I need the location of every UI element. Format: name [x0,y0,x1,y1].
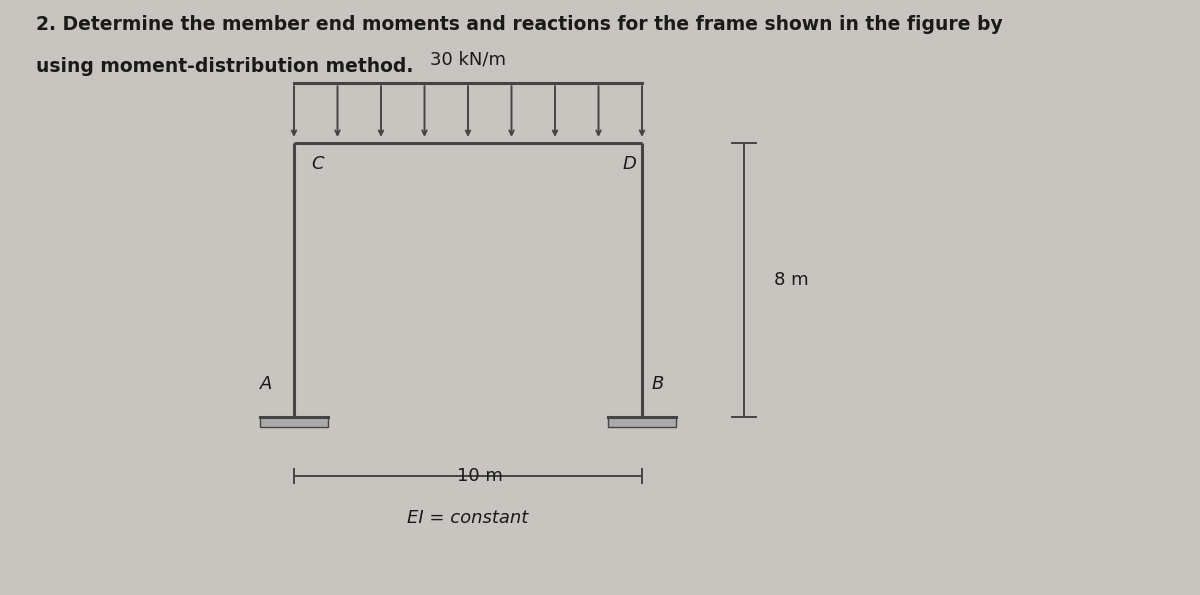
Text: D: D [622,155,636,173]
FancyBboxPatch shape [608,416,676,427]
Text: using moment-distribution method.: using moment-distribution method. [36,57,413,76]
FancyBboxPatch shape [260,416,328,427]
Text: A: A [260,375,272,393]
Text: C: C [311,155,324,173]
Text: 2. Determine the member end moments and reactions for the frame shown in the fig: 2. Determine the member end moments and … [36,15,1003,34]
Text: 10 m: 10 m [457,467,503,485]
Text: 30 kN/m: 30 kN/m [430,51,506,68]
Text: 8 m: 8 m [774,271,809,289]
Text: B: B [652,375,664,393]
Text: EI = constant: EI = constant [407,509,529,527]
